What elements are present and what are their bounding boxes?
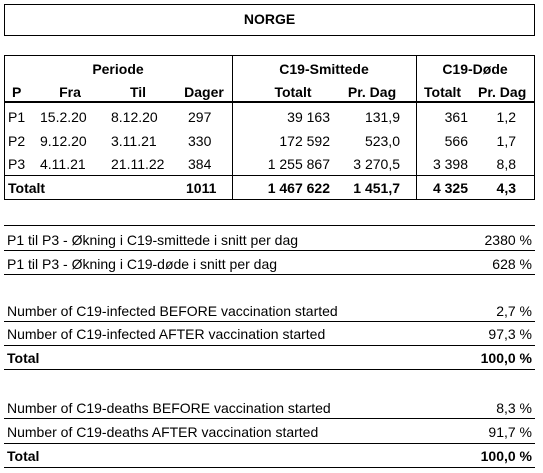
group-divider-1 — [232, 55, 233, 200]
main-table-bottom-border — [4, 199, 535, 200]
col-header-dode-totalt: Totalt — [424, 84, 462, 100]
row-p3-smitte-per-dag: 3 270,5 — [353, 156, 400, 172]
group-header-smittede: C19-Smittede — [279, 61, 369, 77]
increase-top-line — [4, 225, 535, 226]
deaths-total-label: Total — [7, 448, 40, 464]
row-p2-smitte-totalt: 172 592 — [279, 133, 330, 149]
row-p1-dode-totalt: 361 — [444, 109, 468, 125]
row-p2-til: 3.11.21 — [111, 133, 157, 149]
totals-separator-line — [4, 175, 535, 176]
increase-mid-line — [4, 250, 535, 251]
deaths-total-bottom-line — [4, 467, 535, 468]
deaths-mid-line — [4, 418, 535, 419]
row-p3-dode-totalt: 3 398 — [432, 156, 468, 172]
main-table-right-border — [534, 55, 535, 200]
row-p1-smitte-per-dag: 131,9 — [364, 109, 400, 125]
col-header-p: P — [12, 84, 22, 100]
row-p1-smitte-totalt: 39 163 — [287, 109, 330, 125]
infected-total-bottom-line — [4, 369, 535, 370]
row-p2-fra: 9.12.20 — [40, 133, 87, 149]
increase-smittede-label: P1 til P3 - Økning i C19-smittede i snit… — [7, 232, 299, 248]
col-header-fra: Fra — [59, 84, 81, 100]
row-p3-dode-per-dag: 8,8 — [496, 156, 516, 172]
col-header-dager: Dager — [184, 84, 224, 100]
deaths-before-value: 8,3 % — [496, 400, 532, 416]
main-table-top-border — [4, 55, 535, 56]
deaths-after-value: 91,7 % — [488, 424, 532, 440]
row-p2-dode-totalt: 566 — [444, 133, 468, 149]
row-p1-til: 8.12.20 — [111, 109, 158, 125]
total-smitte-totalt: 1 467 622 — [267, 180, 330, 196]
total-dager: 1011 — [186, 180, 217, 196]
table-title: NORGE — [243, 11, 296, 27]
increase-dode-value: 628 % — [492, 256, 532, 272]
increase-dode-label: P1 til P3 - Økning i C19-døde i snitt pe… — [7, 256, 278, 272]
col-header-dode-per-dag: Pr. Dag — [478, 84, 527, 100]
deaths-total-value: 100,0 % — [480, 448, 532, 464]
infected-after-value: 97,3 % — [488, 326, 532, 342]
total-dode-totalt: 4 325 — [432, 180, 468, 196]
infected-total-value: 100,0 % — [480, 350, 532, 366]
total-smitte-per-dag: 1 451,7 — [353, 180, 400, 196]
increase-bottom-line — [4, 274, 535, 275]
row-p1-dager: 297 — [188, 109, 212, 125]
increase-smittede-value: 2380 % — [484, 232, 532, 248]
total-label: Totalt — [8, 180, 46, 196]
row-p1-fra: 15.2.20 — [40, 109, 87, 125]
deaths-before-label: Number of C19-deaths BEFORE vaccination … — [7, 400, 331, 416]
row-p2-dode-per-dag: 1,7 — [496, 133, 516, 149]
row-p2-p: P2 — [8, 133, 26, 149]
infected-total-label: Total — [7, 350, 40, 366]
col-header-smitte-per-dag: Pr. Dag — [347, 84, 397, 100]
deaths-after-label: Number of C19-deaths AFTER vaccination s… — [7, 424, 319, 440]
group-divider-2 — [416, 55, 417, 200]
col-header-til: Til — [129, 84, 147, 100]
row-p2-smitte-per-dag: 523,0 — [364, 133, 400, 149]
row-p1-dode-per-dag: 1,2 — [496, 109, 516, 125]
infected-before-value: 2,7 % — [496, 303, 532, 319]
group-header-periode: Periode — [92, 61, 144, 77]
total-dode-per-dag: 4,3 — [496, 180, 516, 196]
main-table-left-border — [4, 55, 5, 200]
row-p1-p: P1 — [8, 109, 26, 125]
deaths-total-top-line — [4, 443, 535, 444]
row-p3-p: P3 — [8, 156, 26, 172]
row-p3-til: 21.11.22 — [111, 156, 165, 172]
infected-mid-line — [4, 321, 535, 322]
row-p3-smitte-totalt: 1 255 867 — [267, 156, 330, 172]
col-header-smitte-totalt: Totalt — [274, 84, 312, 100]
infected-total-top-line — [4, 345, 535, 346]
infected-before-label: Number of C19-infected BEFORE vaccinatio… — [7, 303, 338, 319]
row-p3-dager: 384 — [188, 156, 212, 172]
infected-after-label: Number of C19-infected AFTER vaccination… — [7, 326, 326, 342]
title-box — [4, 4, 535, 36]
row-p3-fra: 4.11.21 — [40, 156, 86, 172]
group-header-dode: C19-Døde — [442, 61, 508, 77]
header-underline — [4, 101, 535, 103]
row-p2-dager: 330 — [188, 133, 212, 149]
